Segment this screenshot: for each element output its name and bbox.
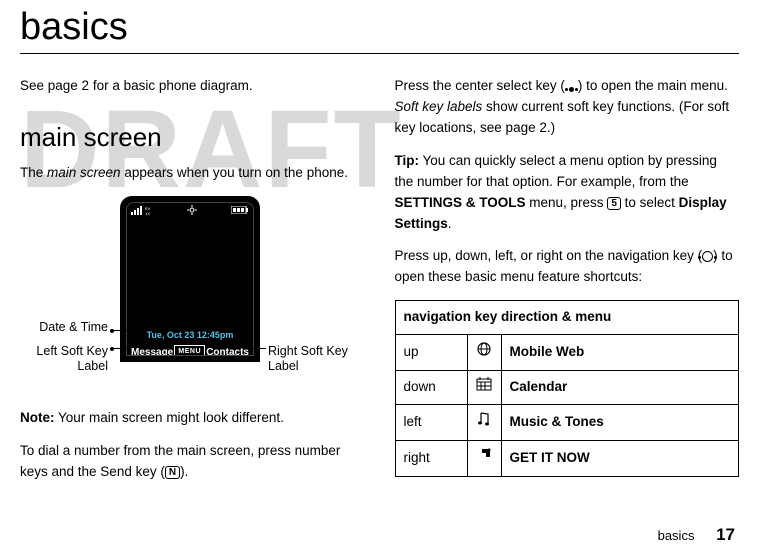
send-key-icon: N [165,466,180,479]
phone-datetime: Tue, Oct 23 12:45pm [127,327,253,343]
page-footer: basics 17 [658,525,735,545]
status-bar: EV1X [127,203,253,217]
key-5-icon: 5 [607,197,621,210]
dir-down: down [395,371,467,405]
left-soft-key: Message [131,345,173,356]
callout-left-1: Left Soft Key [36,344,108,358]
tipa: You can quickly select a menu option by … [395,153,717,189]
dir-up: up [395,335,467,371]
navigation-key-icon [702,251,713,262]
callout-left-soft: Left Soft Key Label [16,344,108,374]
callout-right-soft: Right Soft Key Label [268,344,378,374]
p1b: ) to open the main menu. [578,78,728,93]
callout-date-time: Date & Time [16,320,108,335]
menu-key: MENU [174,345,205,356]
screen-body [127,217,253,327]
phone-body: EV1X Tue, Oct 23 12:45pm M [120,196,260,362]
footer-section: basics [658,528,695,543]
get-it-now-icon [467,440,501,476]
svg-text:1X: 1X [145,211,150,215]
page-title: basics [20,6,739,49]
note-text: Note: Your main screen might look differ… [20,408,365,429]
title-rule [20,53,739,54]
main-screen-desc: The main screen appears when you turn on… [20,163,365,184]
note-body: Your main screen might look different. [55,410,284,425]
settings-tools-label: SETTINGS & TOOLS [395,195,526,210]
nav-table-header: navigation key direction & menu [395,301,739,335]
center-key-para: Press the center select key ( ) to open t… [395,76,740,139]
tipb: menu, press [526,195,608,210]
table-row: down Calendar [395,371,739,405]
right-soft-key: Contacts [206,345,249,356]
location-icon [187,205,197,215]
nav-table: navigation key direction & menu up Mobil… [395,300,740,477]
label-calendar: Calendar [501,371,739,405]
callout-right-2: Label [268,359,299,373]
label-music-tones: Music & Tones [501,405,739,441]
table-row: up Mobile Web [395,335,739,371]
footer-page-number: 17 [716,525,735,544]
dial-2: ). [180,464,188,479]
desc-prefix: The [20,165,47,180]
signal-icon: EV1X [131,205,153,215]
soft-key-bar: Message MENU Contacts [127,343,253,356]
dial-text: To dial a number from the main screen, p… [20,441,365,483]
calendar-icon [467,371,501,405]
table-row: right GET IT NOW [395,440,739,476]
table-row: left Music & Tones [395,405,739,441]
main-screen-heading: main screen [20,117,365,157]
dir-right: right [395,440,467,476]
intro-text: See page 2 for a basic phone diagram. [20,76,365,97]
phone-illustration: EV1X Tue, Oct 23 12:45pm M [20,196,365,392]
desc-em: main screen [47,165,121,180]
p1em: Soft key labels [395,99,483,114]
label-mobile-web: Mobile Web [501,335,739,371]
tipd: . [448,216,452,231]
desc-suffix: appears when you turn on the phone. [121,165,348,180]
callout-line-datetime [110,330,140,331]
music-note-icon [467,405,501,441]
left-column: See page 2 for a basic phone diagram. ma… [20,76,365,495]
center-select-key-icon [565,87,578,92]
tip-label: Tip: [395,153,420,168]
callout-left-2: Label [77,359,108,373]
nav-key-para: Press up, down, left, or right on the na… [395,246,740,288]
tipc: to select [621,195,679,210]
tip-para: Tip: You can quickly select a menu optio… [395,151,740,235]
globe-icon [467,335,501,371]
p3a: Press up, down, left, or right on the na… [395,248,703,263]
callout-line-left [110,348,130,349]
callout-right-1: Right Soft Key [268,344,348,358]
callout-line-right [248,348,266,349]
dir-left: left [395,405,467,441]
note-label: Note: [20,410,55,425]
phone-screen: EV1X Tue, Oct 23 12:45pm M [126,202,254,356]
p1a: Press the center select key ( [395,78,565,93]
right-column: Press the center select key ( ) to open t… [395,76,740,495]
battery-icon [231,206,249,214]
label-get-it-now: GET IT NOW [501,440,739,476]
